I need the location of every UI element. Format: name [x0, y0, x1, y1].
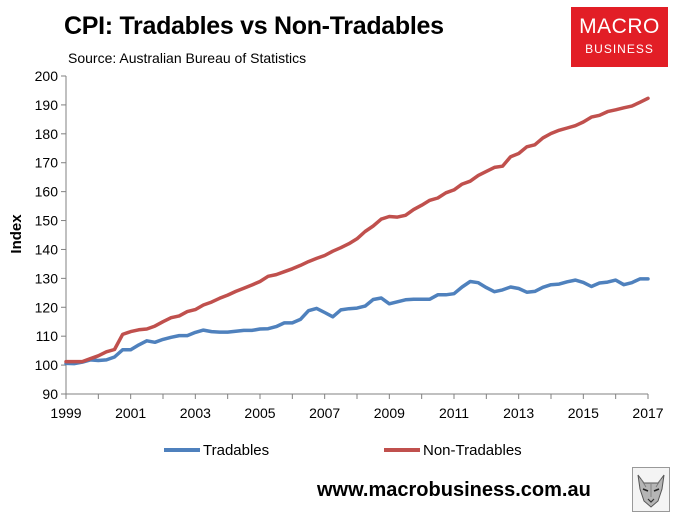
legend: Tradables Non-Tradables [164, 442, 522, 459]
x-tick-label: 2013 [503, 405, 534, 421]
logo-line-2: BUSINESS [585, 42, 654, 56]
y-axis-label: Index [8, 214, 25, 254]
chart-title: CPI: Tradables vs Non-Tradables [64, 12, 444, 40]
y-tick-label: 90 [42, 386, 58, 402]
x-tick-label: 2007 [309, 405, 340, 421]
wolf-mascot-icon [632, 467, 670, 512]
x-tick-label: 2003 [180, 405, 211, 421]
y-tick-label: 100 [35, 357, 59, 373]
x-tick-label: 1999 [50, 405, 81, 421]
macrobusiness-logo: MACRO BUSINESS [571, 7, 668, 67]
y-tick-label: 110 [36, 328, 59, 344]
legend-label: Tradables [203, 442, 269, 459]
series-line-tradables [64, 277, 650, 366]
y-tick-label: 130 [35, 270, 59, 286]
series-lines [64, 96, 650, 366]
y-axis: 90 100 110 120 130 140 150 160 170 180 190 200 [35, 68, 67, 402]
y-tick-label: 150 [35, 213, 59, 229]
y-tick-label: 140 [35, 241, 59, 257]
x-tick-label: 2005 [244, 405, 275, 421]
y-tick-label: 190 [35, 97, 59, 113]
y-tick-label: 120 [35, 299, 59, 315]
y-tick-label: 160 [35, 184, 59, 200]
y-tick-label: 200 [35, 68, 59, 84]
logo-line-1: MACRO [579, 15, 660, 38]
chart-subtitle: Source: Australian Bureau of Statistics [68, 50, 307, 66]
x-tick-label: 2001 [115, 405, 146, 421]
x-tick-label: 2011 [439, 405, 469, 421]
y-tick-label: 180 [35, 126, 59, 142]
legend-label: Non-Tradables [423, 442, 522, 459]
x-tick-label: 2015 [568, 405, 599, 421]
website-url: www.macrobusiness.com.au [317, 479, 591, 501]
x-axis: 1999 2001 2003 2005 2007 2009 2011 2013 2015 2017 [50, 393, 664, 421]
y-tick-label: 170 [35, 155, 59, 171]
series-line-non-tradables [64, 96, 650, 364]
x-tick-label: 2017 [632, 405, 663, 421]
x-tick-label: 2009 [374, 405, 405, 421]
